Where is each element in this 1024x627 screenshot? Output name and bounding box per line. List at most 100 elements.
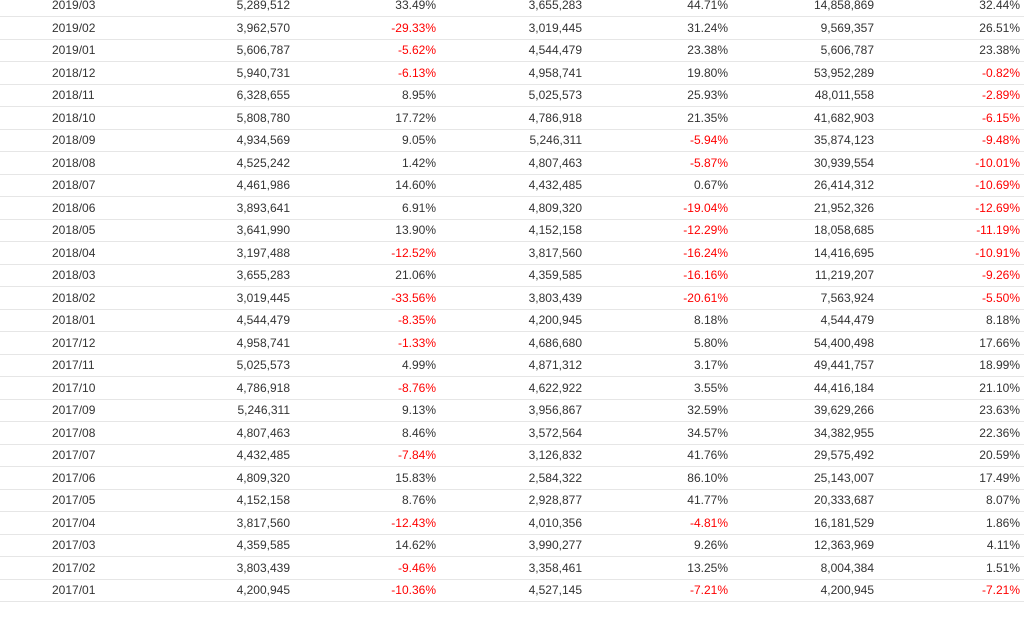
table-row: 2018/04 3,197,488 -12.52% 3,817,560 -16.24% 1…: [0, 241, 1024, 265]
value-cell: 4,544,479: [148, 309, 294, 332]
cumulative-change-cell: 22.36%: [878, 421, 1024, 445]
value-cell: 3,655,283: [440, 0, 586, 17]
month-cell: 2017/04: [0, 511, 148, 535]
cumulative-value-cell: 16,181,529: [732, 511, 878, 535]
table-row: 2019/01 5,606,787 -5.62% 4,544,479 23.38% 5,6…: [0, 39, 1024, 62]
table-row: 2018/06 3,893,641 6.91% 4,809,320 -19.04% 21,…: [0, 196, 1024, 220]
month-cell: 2018/01: [0, 309, 148, 332]
table-row: 2018/07 4,461,986 14.60% 4,432,485 0.67% 26,4…: [0, 174, 1024, 197]
monthly-data-table: 2019/03 5,289,512 33.49% 3,655,283 44.71% 14,…: [0, 0, 1024, 602]
value-cell: 3,019,445: [440, 16, 586, 40]
table-row: 2018/05 3,641,990 13.90% 4,152,158 -12.29% 18…: [0, 219, 1024, 242]
cumulative-change-cell: 32.44%: [878, 0, 1024, 17]
month-cell: 2018/10: [0, 106, 148, 130]
change-cell: 3.17%: [586, 354, 732, 377]
value-cell: 5,940,731: [148, 61, 294, 85]
change-cell: -5.94%: [586, 129, 732, 152]
cumulative-value-cell: 21,952,326: [732, 196, 878, 220]
table-row: 2017/06 4,809,320 15.83% 2,584,322 86.10% 25,…: [0, 466, 1024, 490]
change-cell: 21.06%: [294, 264, 440, 287]
value-cell: 2,584,322: [440, 466, 586, 490]
value-cell: 4,432,485: [148, 444, 294, 467]
value-cell: 4,686,680: [440, 331, 586, 355]
cumulative-value-cell: 48,011,558: [732, 84, 878, 107]
value-cell: 4,432,485: [440, 174, 586, 197]
table-row: 2018/03 3,655,283 21.06% 4,359,585 -16.16% 11…: [0, 264, 1024, 287]
change-cell: -5.62%: [294, 39, 440, 62]
cumulative-value-cell: 41,682,903: [732, 106, 878, 130]
month-cell: 2019/03: [0, 0, 148, 17]
month-cell: 2018/12: [0, 61, 148, 85]
table-row: 2017/01 4,200,945 -10.36% 4,527,145 -7.21% 4,…: [0, 579, 1024, 602]
change-cell: -19.04%: [586, 196, 732, 220]
change-cell: 44.71%: [586, 0, 732, 17]
change-cell: 23.38%: [586, 39, 732, 62]
value-cell: 3,817,560: [440, 241, 586, 265]
change-cell: 21.35%: [586, 106, 732, 130]
value-cell: 6,328,655: [148, 84, 294, 107]
change-cell: 8.46%: [294, 421, 440, 445]
value-cell: 4,934,569: [148, 129, 294, 152]
change-cell: 32.59%: [586, 399, 732, 422]
cumulative-change-cell: -10.01%: [878, 151, 1024, 175]
cumulative-change-cell: 20.59%: [878, 444, 1024, 467]
table-row: 2017/07 4,432,485 -7.84% 3,126,832 41.76% 29,…: [0, 444, 1024, 467]
value-cell: 3,655,283: [148, 264, 294, 287]
change-cell: -9.46%: [294, 556, 440, 580]
change-cell: -12.43%: [294, 511, 440, 535]
change-cell: -6.13%: [294, 61, 440, 85]
change-cell: 8.76%: [294, 489, 440, 512]
cumulative-change-cell: 26.51%: [878, 16, 1024, 40]
month-cell: 2018/11: [0, 84, 148, 107]
value-cell: 4,525,242: [148, 151, 294, 175]
table-body: 2019/03 5,289,512 33.49% 3,655,283 44.71% 14,…: [0, 0, 1024, 602]
month-cell: 2017/01: [0, 579, 148, 602]
value-cell: 3,803,439: [440, 286, 586, 310]
cumulative-change-cell: 21.10%: [878, 376, 1024, 400]
cumulative-value-cell: 26,414,312: [732, 174, 878, 197]
change-cell: 15.83%: [294, 466, 440, 490]
cumulative-value-cell: 18,058,685: [732, 219, 878, 242]
value-cell: 2,928,877: [440, 489, 586, 512]
change-cell: 9.13%: [294, 399, 440, 422]
change-cell: 9.05%: [294, 129, 440, 152]
change-cell: -8.35%: [294, 309, 440, 332]
cumulative-change-cell: -10.91%: [878, 241, 1024, 265]
cumulative-value-cell: 14,416,695: [732, 241, 878, 265]
table-row: 2019/02 3,962,570 -29.33% 3,019,445 31.24% 9,…: [0, 16, 1024, 40]
cumulative-change-cell: 23.38%: [878, 39, 1024, 62]
change-cell: 14.62%: [294, 534, 440, 557]
value-cell: 3,358,461: [440, 556, 586, 580]
value-cell: 4,786,918: [148, 376, 294, 400]
table-row: 2018/10 5,808,780 17.72% 4,786,918 21.35% 41,…: [0, 106, 1024, 130]
value-cell: 5,246,311: [148, 399, 294, 422]
cumulative-change-cell: -0.82%: [878, 61, 1024, 85]
value-cell: 3,126,832: [440, 444, 586, 467]
cumulative-value-cell: 53,952,289: [732, 61, 878, 85]
value-cell: 3,197,488: [148, 241, 294, 265]
month-cell: 2018/08: [0, 151, 148, 175]
value-cell: 4,871,312: [440, 354, 586, 377]
table-row: 2018/02 3,019,445 -33.56% 3,803,439 -20.61% 7…: [0, 286, 1024, 310]
change-cell: -5.87%: [586, 151, 732, 175]
change-cell: -20.61%: [586, 286, 732, 310]
value-cell: 4,152,158: [440, 219, 586, 242]
value-cell: 4,786,918: [440, 106, 586, 130]
value-cell: 4,807,463: [440, 151, 586, 175]
value-cell: 4,622,922: [440, 376, 586, 400]
cumulative-value-cell: 7,563,924: [732, 286, 878, 310]
value-cell: 5,808,780: [148, 106, 294, 130]
month-cell: 2017/05: [0, 489, 148, 512]
change-cell: 34.57%: [586, 421, 732, 445]
table-row: 2017/09 5,246,311 9.13% 3,956,867 32.59% 39,6…: [0, 399, 1024, 422]
monthly-data-table-container: 2019/03 5,289,512 33.49% 3,655,283 44.71% 14,…: [0, 0, 1024, 602]
cumulative-value-cell: 44,416,184: [732, 376, 878, 400]
cumulative-change-cell: 17.49%: [878, 466, 1024, 490]
value-cell: 4,359,585: [440, 264, 586, 287]
change-cell: -29.33%: [294, 16, 440, 40]
change-cell: -7.21%: [586, 579, 732, 602]
cumulative-value-cell: 49,441,757: [732, 354, 878, 377]
change-cell: 33.49%: [294, 0, 440, 17]
value-cell: 4,527,145: [440, 579, 586, 602]
value-cell: 4,152,158: [148, 489, 294, 512]
